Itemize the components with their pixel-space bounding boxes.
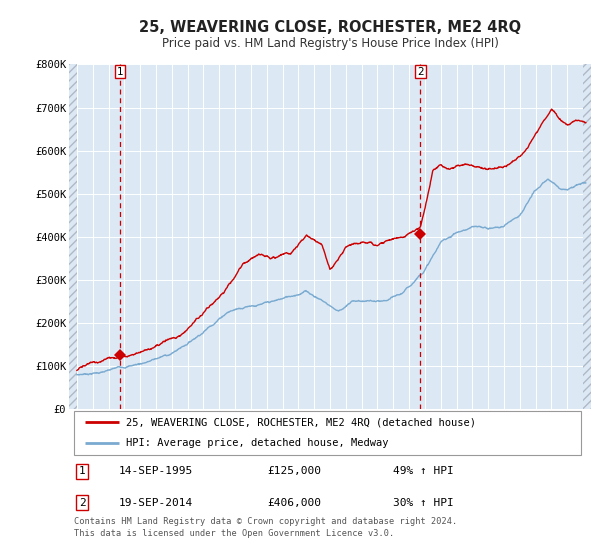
Text: £406,000: £406,000 <box>268 498 322 507</box>
Text: 25, WEAVERING CLOSE, ROCHESTER, ME2 4RQ: 25, WEAVERING CLOSE, ROCHESTER, ME2 4RQ <box>139 21 521 35</box>
Text: 19-SEP-2014: 19-SEP-2014 <box>119 498 193 507</box>
Text: 30% ↑ HPI: 30% ↑ HPI <box>392 498 454 507</box>
Text: Contains HM Land Registry data © Crown copyright and database right 2024.
This d: Contains HM Land Registry data © Crown c… <box>74 517 457 538</box>
Text: 25, WEAVERING CLOSE, ROCHESTER, ME2 4RQ (detached house): 25, WEAVERING CLOSE, ROCHESTER, ME2 4RQ … <box>127 417 476 427</box>
Text: 1: 1 <box>79 466 85 477</box>
Text: Price paid vs. HM Land Registry's House Price Index (HPI): Price paid vs. HM Land Registry's House … <box>161 37 499 50</box>
Text: 2: 2 <box>79 498 85 507</box>
Bar <box>69 64 77 409</box>
Text: £125,000: £125,000 <box>268 466 322 477</box>
Text: 14-SEP-1995: 14-SEP-1995 <box>119 466 193 477</box>
Text: 49% ↑ HPI: 49% ↑ HPI <box>392 466 454 477</box>
Text: 2: 2 <box>417 67 424 77</box>
Bar <box>583 64 591 409</box>
Text: 1: 1 <box>116 67 123 77</box>
FancyBboxPatch shape <box>74 411 581 455</box>
Text: HPI: Average price, detached house, Medway: HPI: Average price, detached house, Medw… <box>127 438 389 448</box>
